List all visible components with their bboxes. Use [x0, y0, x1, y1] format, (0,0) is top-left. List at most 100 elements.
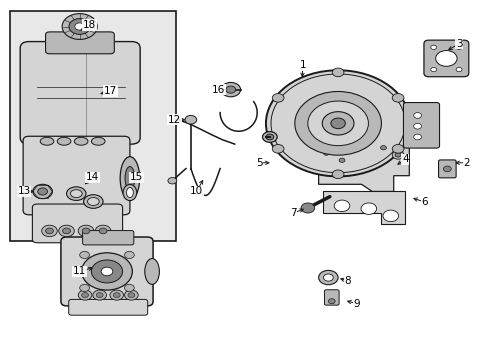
- Ellipse shape: [87, 198, 99, 206]
- Circle shape: [338, 158, 344, 162]
- Circle shape: [320, 149, 331, 157]
- FancyBboxPatch shape: [20, 41, 140, 144]
- Ellipse shape: [126, 188, 133, 198]
- Circle shape: [333, 200, 349, 212]
- Ellipse shape: [144, 258, 159, 284]
- Text: 5: 5: [255, 158, 262, 168]
- Text: 14: 14: [85, 172, 99, 182]
- FancyBboxPatch shape: [61, 237, 153, 306]
- Circle shape: [413, 123, 421, 129]
- Circle shape: [430, 45, 436, 49]
- Circle shape: [265, 70, 409, 176]
- Circle shape: [113, 293, 120, 298]
- Circle shape: [323, 151, 329, 155]
- Circle shape: [59, 225, 74, 237]
- Circle shape: [124, 290, 138, 300]
- Circle shape: [272, 94, 284, 102]
- Circle shape: [225, 86, 235, 93]
- Circle shape: [33, 184, 52, 199]
- Circle shape: [80, 284, 89, 292]
- Circle shape: [124, 251, 134, 258]
- Text: 10: 10: [190, 186, 203, 197]
- FancyBboxPatch shape: [32, 204, 122, 243]
- Text: 9: 9: [353, 299, 359, 309]
- Circle shape: [391, 150, 403, 159]
- Text: 7: 7: [289, 208, 296, 218]
- Polygon shape: [331, 143, 370, 158]
- FancyBboxPatch shape: [82, 230, 134, 245]
- Circle shape: [294, 91, 381, 155]
- Circle shape: [394, 153, 400, 157]
- Circle shape: [82, 228, 90, 234]
- Circle shape: [45, 228, 53, 234]
- Circle shape: [81, 253, 132, 290]
- Circle shape: [93, 290, 106, 300]
- Circle shape: [323, 274, 332, 281]
- Text: 17: 17: [103, 86, 117, 96]
- Circle shape: [335, 156, 347, 165]
- Ellipse shape: [74, 137, 88, 145]
- Circle shape: [391, 144, 403, 153]
- FancyBboxPatch shape: [438, 160, 455, 178]
- Ellipse shape: [120, 157, 140, 200]
- Circle shape: [124, 284, 134, 292]
- Text: 1: 1: [299, 60, 305, 70]
- Text: 15: 15: [129, 172, 142, 182]
- Circle shape: [413, 113, 421, 118]
- Circle shape: [331, 170, 343, 179]
- Ellipse shape: [262, 132, 277, 142]
- Circle shape: [62, 228, 70, 234]
- Ellipse shape: [125, 167, 135, 190]
- Circle shape: [91, 260, 122, 283]
- Circle shape: [41, 225, 57, 237]
- Text: 12: 12: [167, 115, 181, 125]
- Bar: [10, 12, 176, 241]
- Circle shape: [413, 134, 421, 140]
- Circle shape: [380, 145, 386, 150]
- Text: 18: 18: [82, 20, 96, 30]
- Circle shape: [78, 290, 92, 300]
- Circle shape: [96, 293, 103, 298]
- FancyBboxPatch shape: [69, 300, 147, 315]
- Text: 4: 4: [401, 154, 408, 164]
- Text: 2: 2: [463, 158, 469, 168]
- Circle shape: [167, 177, 176, 184]
- FancyBboxPatch shape: [45, 32, 114, 54]
- FancyBboxPatch shape: [324, 290, 338, 305]
- Circle shape: [184, 116, 196, 124]
- Ellipse shape: [91, 137, 105, 145]
- Circle shape: [331, 68, 343, 77]
- Ellipse shape: [40, 137, 54, 145]
- Circle shape: [78, 225, 94, 237]
- Circle shape: [270, 74, 405, 173]
- Circle shape: [328, 299, 334, 304]
- Ellipse shape: [265, 134, 273, 140]
- Circle shape: [62, 14, 97, 40]
- FancyBboxPatch shape: [423, 40, 468, 77]
- Text: 13: 13: [18, 186, 31, 197]
- Circle shape: [318, 270, 337, 285]
- Circle shape: [330, 118, 345, 129]
- Circle shape: [360, 203, 376, 215]
- Text: 6: 6: [421, 197, 427, 207]
- Circle shape: [99, 228, 107, 234]
- Text: 3: 3: [455, 39, 462, 49]
- Circle shape: [455, 45, 461, 49]
- Circle shape: [101, 267, 113, 276]
- Circle shape: [69, 19, 90, 35]
- FancyBboxPatch shape: [403, 103, 439, 148]
- Ellipse shape: [66, 187, 86, 201]
- Circle shape: [75, 23, 84, 30]
- Ellipse shape: [123, 184, 137, 201]
- Circle shape: [301, 203, 314, 213]
- Text: 11: 11: [73, 266, 86, 276]
- Circle shape: [272, 144, 284, 153]
- Circle shape: [80, 251, 89, 258]
- Polygon shape: [318, 143, 408, 192]
- Circle shape: [430, 67, 436, 72]
- Circle shape: [128, 293, 135, 298]
- Circle shape: [81, 293, 88, 298]
- Circle shape: [435, 50, 456, 66]
- Circle shape: [455, 67, 461, 72]
- Circle shape: [307, 101, 367, 146]
